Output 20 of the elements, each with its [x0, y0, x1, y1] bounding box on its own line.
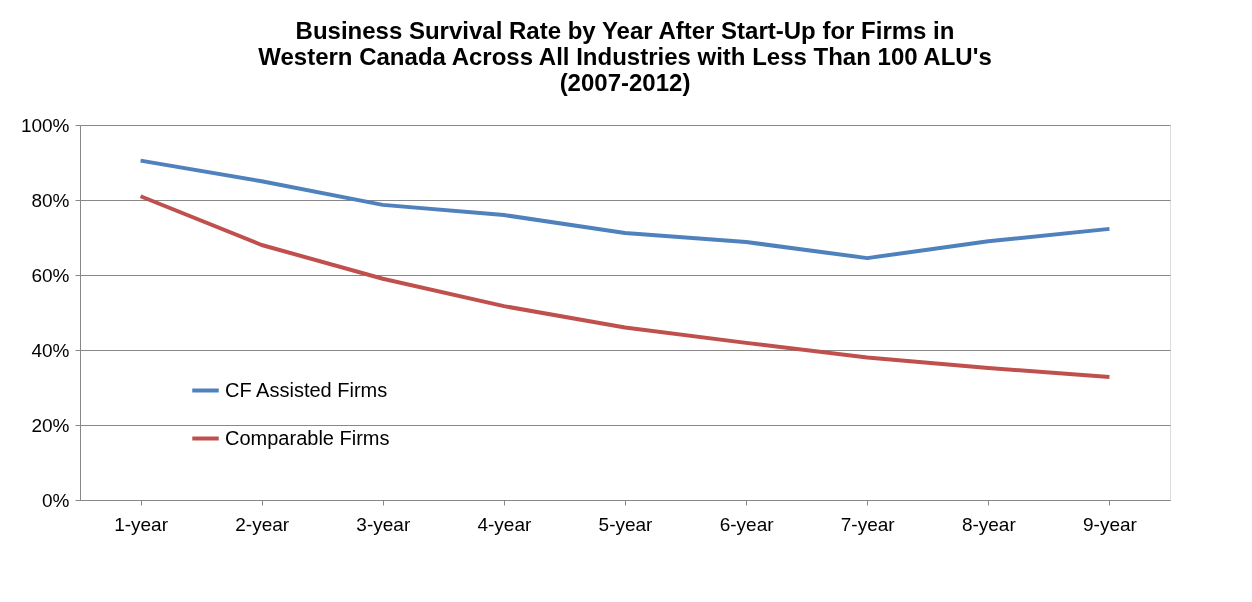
x-tick-label: 2-year	[235, 513, 290, 535]
x-tick-label: 9-year	[1083, 513, 1138, 535]
line-series	[138, 158, 1112, 261]
x-tick-label: 6-year	[719, 513, 775, 535]
x-tick-label: 1-year	[114, 513, 169, 535]
line-series	[138, 194, 1112, 379]
x-tick-label: 4-year	[477, 513, 532, 535]
x-tick-label: 7-year	[840, 513, 896, 535]
y-tick-label: 80%	[31, 189, 70, 211]
y-tick-label: 20%	[31, 414, 70, 436]
y-tick-label: 40%	[31, 339, 70, 361]
legend-label: CF Assisted Firms	[225, 378, 388, 401]
legend-label: Comparable Firms	[225, 426, 390, 449]
y-tick-label: 0%	[42, 489, 70, 511]
x-tick-label: 3-year	[356, 513, 411, 535]
chart-title: Business Survival Rate by Year After Start-Up for Firms in Western Canada Across All Industries with Less Than 100 ALU's (2007-2012)	[258, 17, 992, 96]
y-tick-label: 100%	[20, 114, 70, 136]
x-tick-label: 5-year	[598, 513, 654, 535]
y-tick-label: 60%	[31, 264, 70, 286]
x-tick-label: 8-year	[961, 513, 1017, 535]
